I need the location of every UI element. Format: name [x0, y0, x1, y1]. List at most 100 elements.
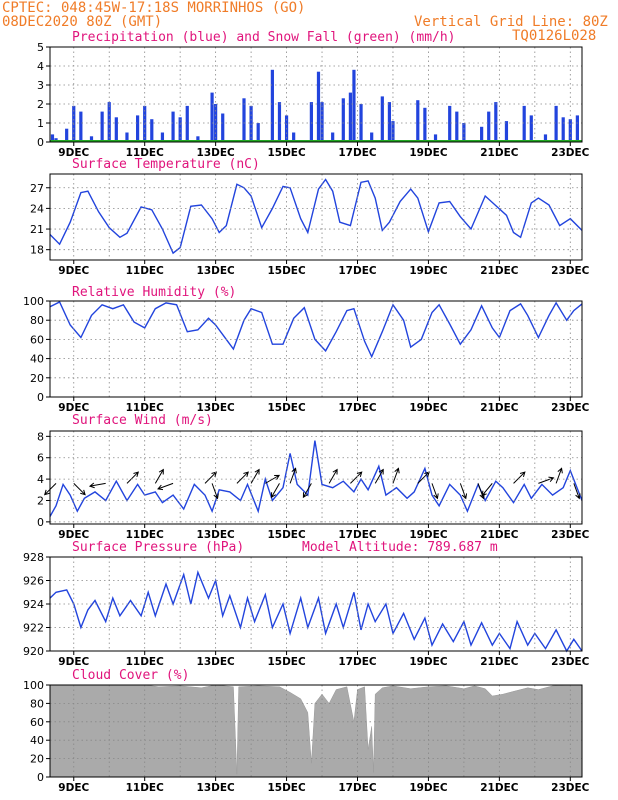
y-tick-label: 1 — [37, 117, 44, 130]
y-tick-label: 920 — [23, 645, 44, 658]
precip-bar — [455, 111, 459, 142]
precip-bar — [89, 136, 94, 142]
y-tick-label: 0 — [37, 391, 44, 404]
temperature-title: Surface Temperature (nC) — [72, 157, 260, 172]
y-tick-label: 18 — [30, 244, 44, 257]
precip-bar — [352, 69, 356, 142]
pressure-line — [49, 569, 583, 653]
x-tick-label: 17DEC — [338, 265, 377, 277]
x-tick-label: 13DEC — [197, 782, 236, 794]
y-tick-label: 20 — [30, 372, 44, 385]
humidity-line — [49, 301, 583, 359]
y-tick-label: 8 — [37, 430, 44, 443]
wind-arrow — [392, 467, 400, 484]
wind-arrow — [154, 468, 164, 484]
precip-bar — [341, 98, 345, 142]
y-tick-label: 2 — [37, 98, 44, 111]
precip-bar — [221, 113, 225, 142]
y-tick-label: 20 — [30, 753, 44, 766]
humidity-frame — [49, 300, 583, 398]
precip-bar — [529, 115, 533, 142]
x-tick-label: 23DEC — [551, 656, 590, 668]
x-tick-label: 23DEC — [551, 265, 590, 277]
y-tick-label: 4 — [37, 60, 44, 73]
wind-arrow — [88, 482, 106, 489]
x-tick-label: 15DEC — [267, 656, 306, 668]
precip-frame — [49, 46, 583, 143]
precip-bar — [554, 105, 558, 142]
wind-title: Surface Wind (m/s) — [72, 413, 213, 428]
y-tick-label: 4 — [37, 473, 44, 486]
precip-bar — [391, 121, 395, 142]
precip-bar — [107, 102, 111, 142]
x-tick-label: 21DEC — [480, 265, 519, 277]
temperature-line — [49, 178, 583, 255]
y-tick-label: 0 — [37, 136, 44, 149]
precip-bar — [171, 111, 175, 142]
precip-bar — [125, 132, 129, 142]
grid-note: Vertical Grid Line: 80Z — [414, 14, 608, 30]
precip-bar — [50, 134, 55, 142]
y-tick-label: 926 — [23, 575, 44, 588]
header-line2: 08DEC2020 80Z (GMT) — [2, 14, 162, 30]
wind-panel: 0 2 4 6 8 9DEC 11DEC 13DEC 15DEC 17DEC 19DEC 21DEC 2… — [37, 430, 590, 541]
precip-bar — [256, 123, 260, 142]
x-tick-label: 11DEC — [126, 265, 165, 277]
y-tick-label: 922 — [23, 622, 44, 635]
y-tick-label: 40 — [30, 353, 44, 366]
precip-bar — [433, 134, 438, 142]
pressure-frame — [49, 556, 583, 652]
precip-bar — [370, 132, 374, 142]
x-tick-label: 9DEC — [58, 402, 89, 414]
wind-arrow — [236, 471, 249, 484]
run-code: TQ0126L028 — [512, 28, 596, 44]
y-tick-label: 100 — [23, 295, 44, 308]
x-tick-label: 19DEC — [409, 265, 448, 277]
x-tick-label: 15DEC — [267, 402, 306, 414]
wind-arrow — [73, 483, 86, 496]
precip-bar — [387, 102, 392, 142]
pressure-panel: 920 922 924 926 928 9DEC 11DEC 13DEC 15DEC 17DEC 1… — [23, 551, 590, 668]
x-tick-label: 15DEC — [267, 782, 306, 794]
x-tick-label: 13DEC — [197, 265, 236, 277]
precip-bar — [178, 117, 182, 142]
x-tick-label: 15DEC — [267, 265, 306, 277]
x-tick-label: 9DEC — [58, 147, 89, 159]
humidity-title: Relative Humidity (%) — [72, 285, 236, 300]
y-tick-label: 100 — [23, 679, 44, 692]
precip-bar — [79, 111, 83, 142]
x-tick-label: 19DEC — [409, 782, 448, 794]
wind-arrow — [573, 483, 581, 500]
wind-arrow — [431, 483, 439, 500]
precip-bar — [575, 115, 579, 142]
precip-bar — [160, 132, 165, 142]
pressure-title: Surface Pressure (hPa) — [72, 540, 244, 555]
x-tick-label: 23DEC — [551, 147, 590, 159]
wind-arrow — [417, 471, 430, 484]
precip-bar — [196, 136, 200, 142]
temperature-frame — [49, 173, 583, 261]
precip-bar — [136, 115, 140, 142]
y-tick-label: 2 — [37, 494, 44, 507]
precip-bar — [65, 128, 69, 142]
x-tick-label: 13DEC — [197, 529, 236, 541]
model-altitude: Model Altitude: 789.687 m — [302, 540, 498, 555]
wind-arrow — [250, 468, 260, 484]
wind-arrow — [538, 476, 555, 484]
wind-frame — [49, 430, 583, 525]
x-tick-label: 17DEC — [338, 147, 377, 159]
precip-bar — [568, 119, 572, 142]
x-tick-label: 9DEC — [58, 529, 89, 541]
precip-bar — [494, 102, 498, 142]
precip-bar — [100, 111, 104, 142]
x-tick-label: 11DEC — [126, 147, 165, 159]
cloud-frame — [49, 684, 583, 778]
temperature-panel: 18 21 24 27 9DEC 11DEC 13DEC 15DEC 17DEC 19DEC 21D… — [30, 173, 590, 277]
precip-bar — [242, 98, 246, 142]
x-tick-label: 15DEC — [267, 529, 306, 541]
precip-bar — [423, 107, 427, 142]
precip-bar — [522, 105, 526, 142]
wind-arrow — [302, 483, 312, 499]
x-tick-label: 19DEC — [409, 529, 448, 541]
